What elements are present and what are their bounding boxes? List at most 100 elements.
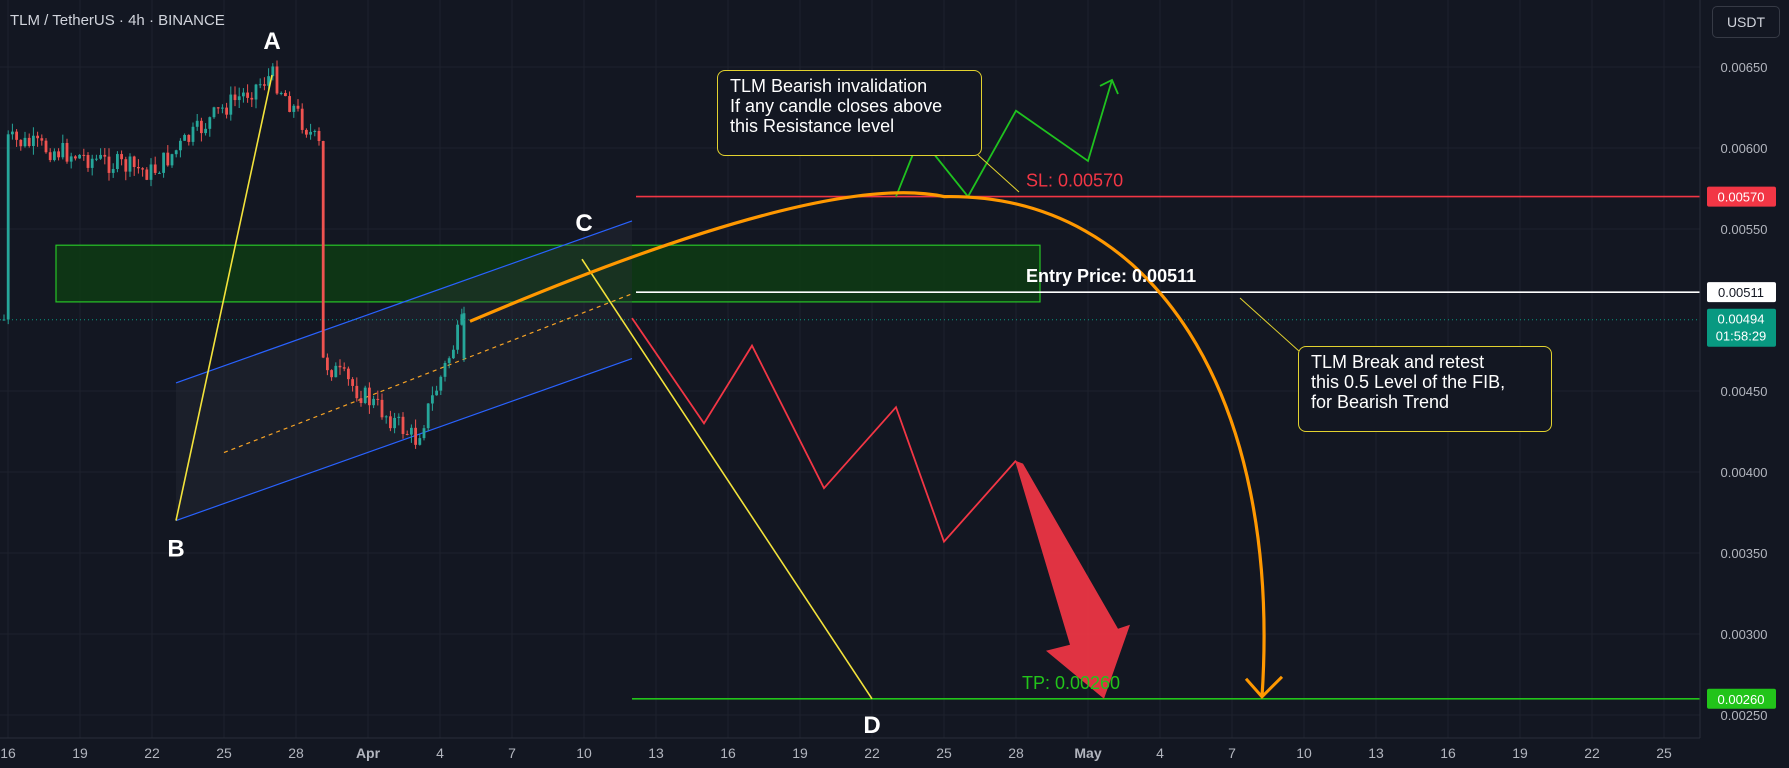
candle-body <box>410 427 413 435</box>
candle-body <box>393 417 396 429</box>
candle-body <box>90 158 94 168</box>
price-tick-label: 0.00650 <box>1721 60 1768 75</box>
arc-arrowhead <box>1244 675 1284 699</box>
channel-upper-line <box>175 220 633 384</box>
red-down-arrow <box>1015 460 1130 699</box>
pattern-point-label: D <box>863 712 880 739</box>
time-tick-label: 22 <box>144 745 160 761</box>
candle-body <box>128 156 132 172</box>
fib-midline <box>223 293 633 454</box>
candle-body <box>78 154 81 159</box>
candle-body <box>116 154 119 170</box>
time-tick-label: 16 <box>1440 745 1456 761</box>
candle-body <box>460 314 464 325</box>
candle-body <box>462 313 466 359</box>
candle-body <box>372 398 375 406</box>
candle-body <box>145 169 149 180</box>
candle-body <box>330 370 333 378</box>
candle-body <box>174 150 178 155</box>
candle-body <box>401 416 405 434</box>
candle-body <box>195 120 199 127</box>
candle-body <box>347 368 350 380</box>
candle-body <box>82 154 86 156</box>
candle-body <box>191 126 195 142</box>
candle-body <box>216 107 220 109</box>
candle-body <box>355 385 359 399</box>
currency-button[interactable]: USDT <box>1712 6 1780 38</box>
tp-text: TP: 0.00260 <box>1022 673 1120 693</box>
candle-body <box>321 140 325 358</box>
time-tick-label: 22 <box>1584 745 1600 761</box>
price-tick-label: 0.00550 <box>1721 222 1768 237</box>
callout-line: for Bearish Trend <box>1311 392 1450 412</box>
time-tick-label: Apr <box>356 745 381 761</box>
candle-body <box>338 365 342 368</box>
channel-lower-line <box>175 358 633 522</box>
candle-body <box>250 97 254 100</box>
candles <box>2 60 466 449</box>
candle-body <box>326 357 329 371</box>
candle-body <box>389 416 392 429</box>
candle-body <box>95 158 98 160</box>
channel-layer <box>175 220 633 522</box>
candle-body <box>158 172 161 174</box>
sl-text: SL: 0.00570 <box>1026 171 1123 191</box>
callout-line: this 0.5 Level of the FIB, <box>1311 372 1506 392</box>
candle-body <box>284 92 287 97</box>
candle-body <box>61 142 65 158</box>
candle-body <box>124 159 128 172</box>
channel-fill <box>176 220 632 521</box>
candle-body <box>263 84 266 86</box>
price-axis-bg <box>1700 0 1789 768</box>
candle-body <box>15 131 18 140</box>
time-tick-label: 25 <box>1656 745 1672 761</box>
callout-leader <box>1239 297 1301 353</box>
candle-body <box>384 416 388 418</box>
time-tick-label: May <box>1074 745 1101 761</box>
projection-arc <box>469 191 1266 697</box>
candle-body <box>431 395 434 404</box>
time-tick-label: 10 <box>1296 745 1312 761</box>
candle-body <box>204 128 207 134</box>
candle-body <box>309 131 312 135</box>
candle-body <box>279 92 283 94</box>
sl-axis-badge-text: 0.00570 <box>1718 190 1765 205</box>
candle-body <box>40 138 44 141</box>
candle-body <box>229 94 233 115</box>
candle-body <box>267 76 270 86</box>
candle-body <box>426 403 430 429</box>
candle-body <box>363 387 367 404</box>
time-tick-label: 10 <box>576 745 592 761</box>
candle-body <box>242 92 245 97</box>
candle-body <box>452 349 455 359</box>
time-tick-label: 16 <box>720 745 736 761</box>
ab-leg <box>175 74 273 521</box>
symbol-title[interactable]: TLM / TetherUS · 4h · BINANCE <box>10 12 225 29</box>
time-tick-label: 16 <box>0 745 16 761</box>
time-tick-label: 19 <box>792 745 808 761</box>
current-price-badge-bg <box>1707 308 1776 347</box>
candle-body <box>334 365 338 378</box>
price-tick-label: 0.00400 <box>1721 465 1768 480</box>
candle-body <box>137 166 140 169</box>
price-tick-label: 0.00600 <box>1721 141 1768 156</box>
pattern-point-label: A <box>263 28 280 55</box>
current-price-badge-text: 01:58:29 <box>1716 329 1767 344</box>
candle-body <box>275 66 279 94</box>
candle-body <box>233 94 237 101</box>
candle-body <box>23 137 27 147</box>
candle-body <box>447 358 451 363</box>
candle-body <box>271 66 275 77</box>
callout-line: If any candle closes above <box>730 96 943 116</box>
callout-leader <box>977 154 1020 193</box>
price-tick-label: 0.00250 <box>1721 708 1768 723</box>
callout-line: TLM Bearish invalidation <box>730 76 928 96</box>
candle-body <box>313 130 317 132</box>
current-price-badge-text: 0.00494 <box>1718 312 1765 327</box>
candle-body <box>296 105 300 109</box>
candle-body <box>187 134 191 142</box>
time-tick-label: 13 <box>1368 745 1384 761</box>
candle-body <box>103 154 107 157</box>
time-tick-label: 28 <box>1008 745 1024 761</box>
